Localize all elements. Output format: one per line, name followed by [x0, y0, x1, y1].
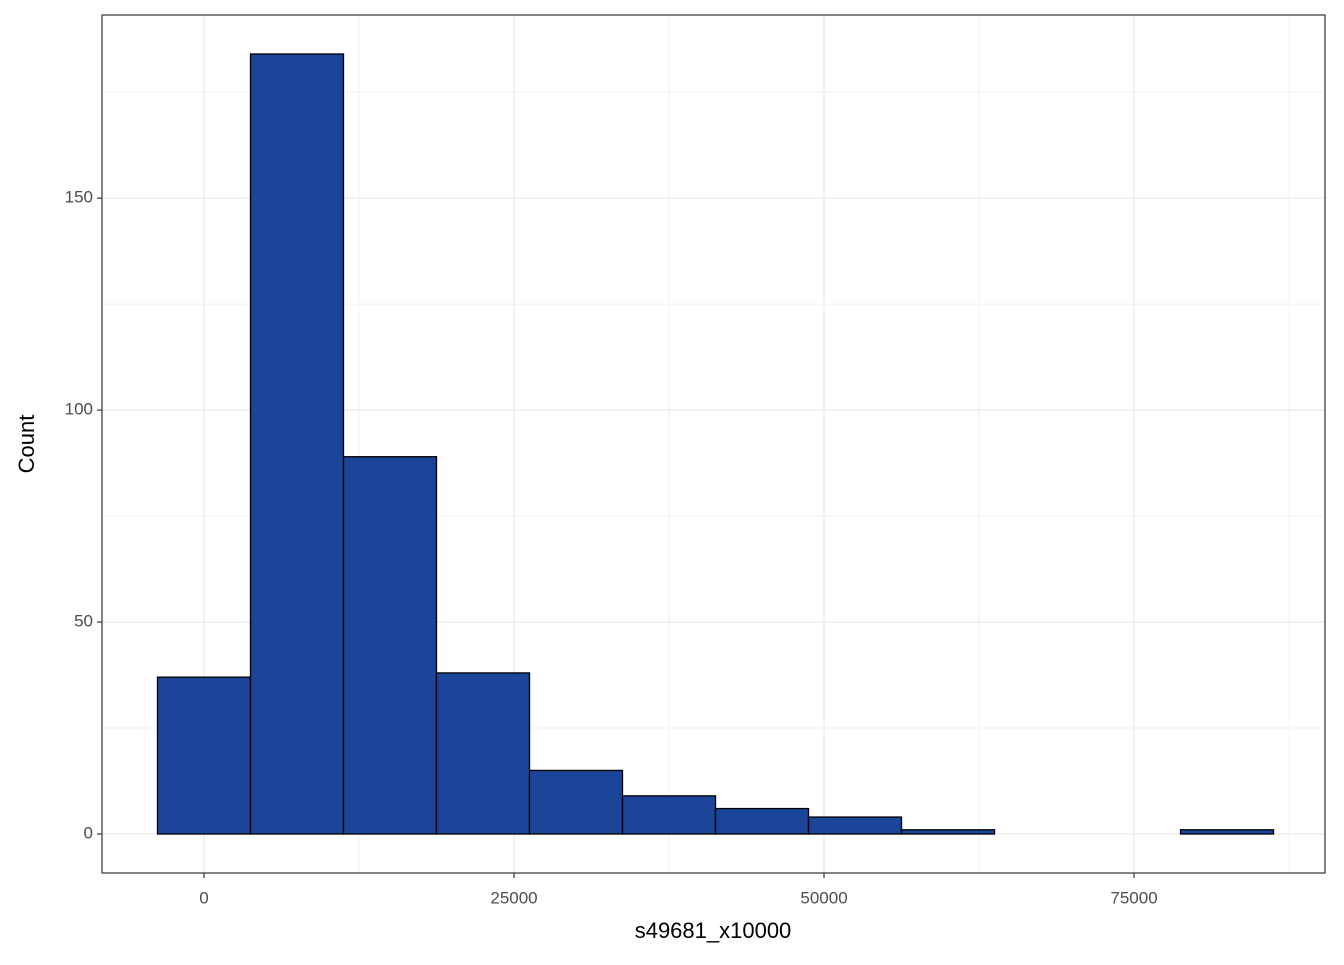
- bar: [1179, 829, 1275, 835]
- x-tick-label: 75000: [1110, 888, 1157, 907]
- bar: [900, 829, 996, 835]
- x-axis-title: s49681_x10000: [635, 918, 792, 943]
- x-tick-label: 50000: [800, 888, 847, 907]
- bar: [156, 676, 252, 835]
- bar: [342, 456, 438, 835]
- y-tick-label: 0: [84, 823, 93, 842]
- x-tick-label: 25000: [490, 888, 537, 907]
- bar: [528, 769, 624, 835]
- panel-border: [101, 14, 1326, 874]
- axes: 0 25000 50000 75000 0 50 100 150: [65, 188, 1158, 908]
- bar: [714, 807, 810, 835]
- y-tick-label: 150: [65, 188, 93, 207]
- bar: [249, 53, 345, 835]
- bar: [621, 795, 717, 835]
- bars: [156, 53, 1275, 835]
- y-tick-label: 100: [65, 400, 93, 419]
- y-tick-label: 50: [74, 612, 93, 631]
- y-axis-title: Count: [14, 415, 39, 474]
- bar: [435, 672, 531, 835]
- x-tick-label: 0: [199, 888, 208, 907]
- bar: [807, 816, 903, 835]
